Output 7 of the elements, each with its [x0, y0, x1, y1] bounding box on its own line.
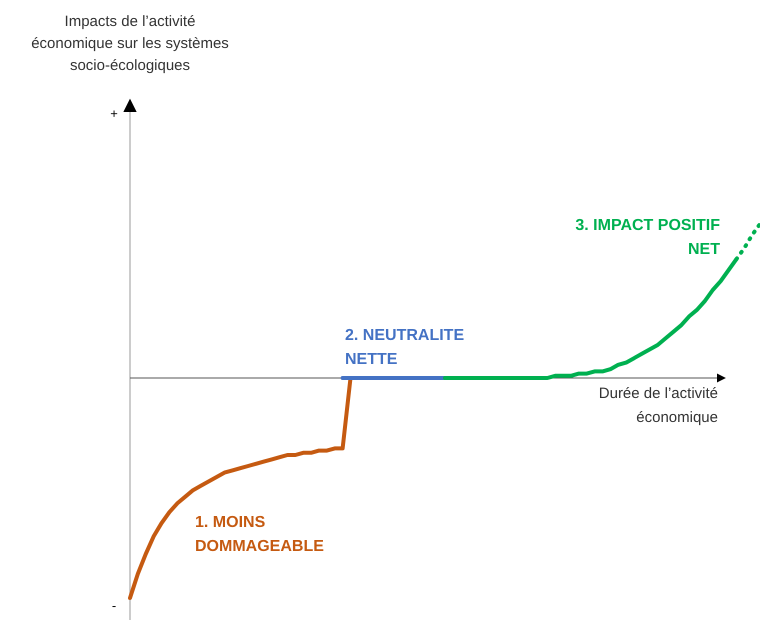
text: +: [110, 106, 118, 121]
series-label: 1. MOINS DOMMAGEABLE: [195, 514, 324, 555]
text: Impacts de l’activité économique sur les systèmes socio-écologiques: [31, 13, 229, 74]
series-label: 2. NEUTRALITE NETTE: [345, 327, 464, 368]
x-axis-title: Durée de l’activité économique: [598, 385, 718, 426]
series-label: 3. IMPACT POSITIF NET: [575, 217, 720, 258]
text: -: [112, 598, 116, 613]
